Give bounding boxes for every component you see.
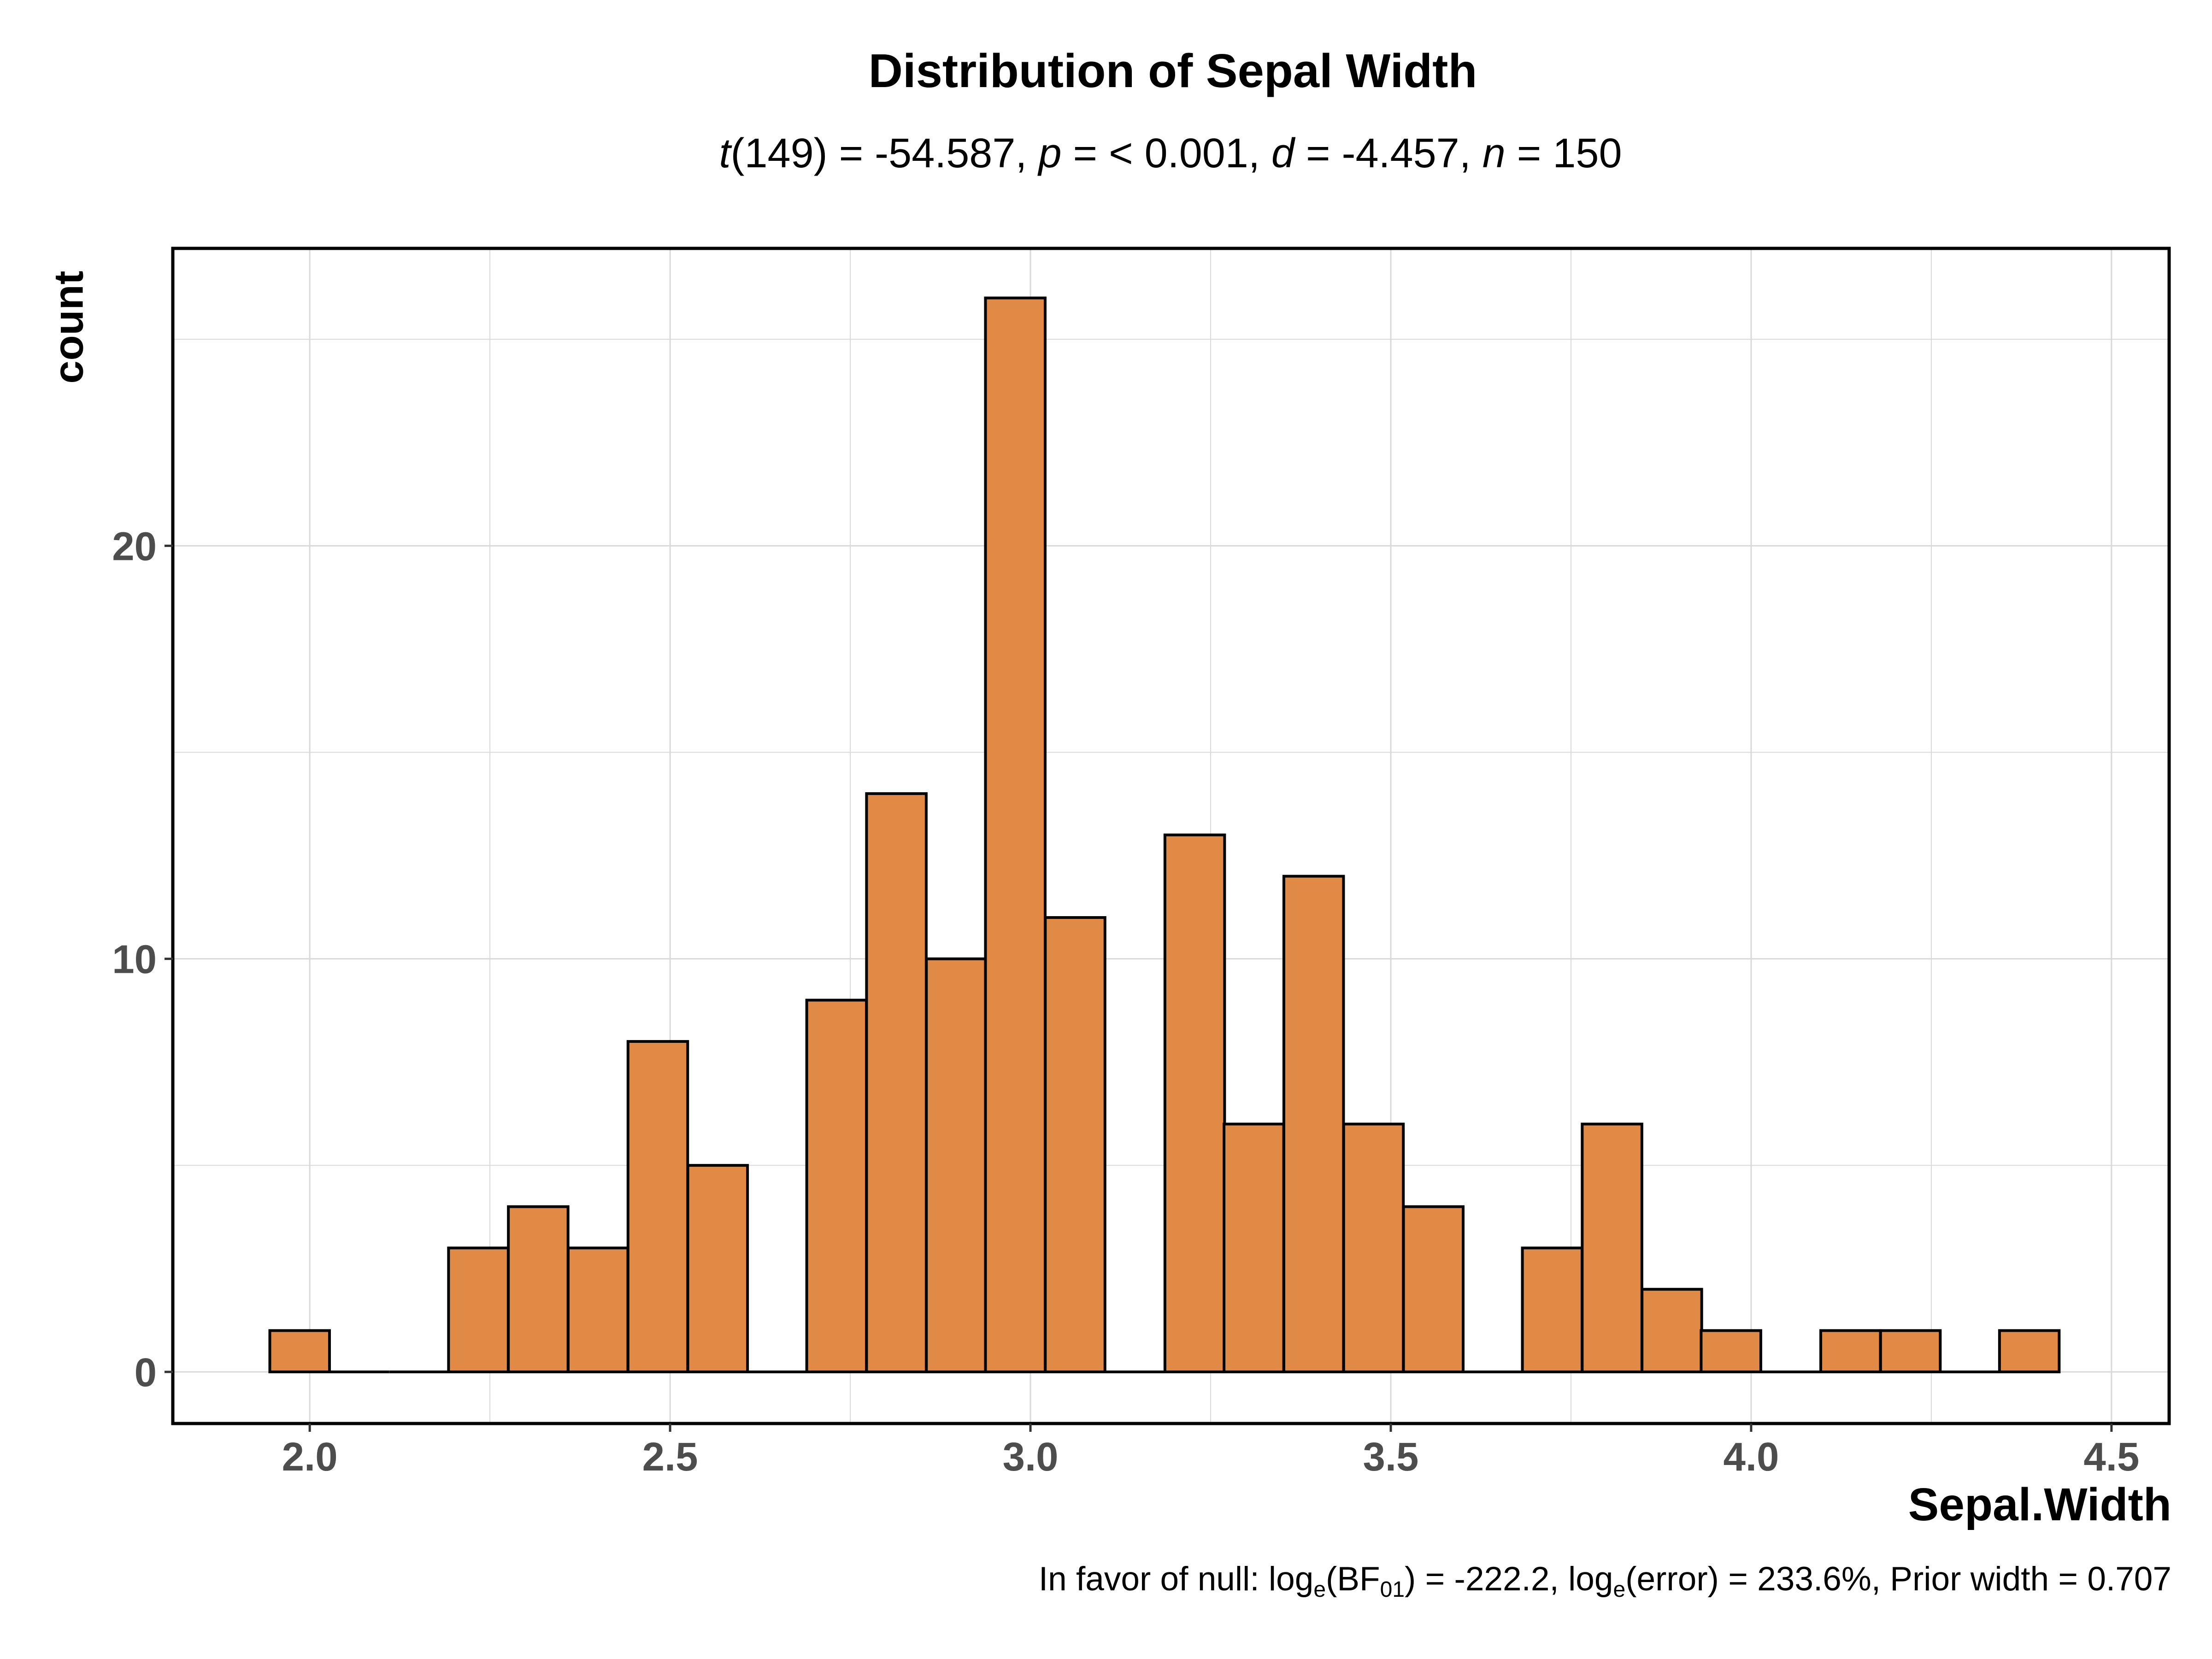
histogram-bar xyxy=(1998,1329,2061,1373)
y-tick-label: 0 xyxy=(135,1350,157,1395)
histogram-bar xyxy=(268,1329,331,1373)
subtitle-n-rest: = 150 xyxy=(1505,130,1622,176)
chart-caption: In favor of null: loge(BF01) = -222.2, l… xyxy=(1038,1560,2171,1601)
histogram-bar xyxy=(686,1164,749,1373)
caption-part-2: (BF xyxy=(1326,1560,1380,1598)
subtitle-t-rest: (149) = -54.587, xyxy=(730,130,1039,176)
x-tick-label: 2.0 xyxy=(282,1435,338,1479)
histogram-bar xyxy=(507,1205,570,1373)
histogram-bar xyxy=(1521,1247,1584,1373)
histogram-bar xyxy=(447,1247,510,1373)
histogram-bar xyxy=(1282,875,1345,1373)
histogram-bar xyxy=(1879,1329,1942,1373)
caption-part-4: (error) = 233.6%, Prior width = 0.707 xyxy=(1625,1560,2171,1598)
caption-sub-1: e xyxy=(1313,1577,1326,1602)
histogram-bar xyxy=(1223,1123,1285,1373)
y-tick-label: 10 xyxy=(112,937,157,982)
x-tick-label: 4.0 xyxy=(1723,1435,1779,1479)
caption-part-3: ) = -222.2, log xyxy=(1405,1560,1613,1598)
histogram-bar xyxy=(1044,916,1106,1373)
subtitle-d-rest: = -4.457, xyxy=(1294,130,1483,176)
chart-subtitle: t(149) = -54.587, p = < 0.001, d = -4.45… xyxy=(0,130,2212,177)
histogram-bar xyxy=(1402,1205,1465,1373)
histogram-bar xyxy=(805,999,868,1373)
subtitle-p-symbol: p xyxy=(1038,130,1062,176)
histogram-bar xyxy=(1819,1329,1882,1373)
histogram-bar xyxy=(865,792,928,1373)
histogram-bar xyxy=(925,957,988,1373)
plot-panel-border xyxy=(171,247,2171,1425)
histogram-bar xyxy=(1342,1123,1405,1373)
histogram-bar xyxy=(984,296,1047,1373)
axis-layer: 2.0 2.5 3.0 3.5 4.0 4.5 0 10 20 xyxy=(112,247,2171,1479)
x-tick-label: 4.5 xyxy=(2083,1435,2139,1479)
x-tick-label: 3.0 xyxy=(1003,1435,1059,1479)
x-tick-label: 2.5 xyxy=(642,1435,698,1479)
caption-sub-3: e xyxy=(1613,1577,1626,1602)
histogram-bar xyxy=(1700,1329,1762,1373)
x-axis-label: Sepal.Width xyxy=(1908,1479,2171,1530)
caption-part-1: In favor of null: log xyxy=(1038,1560,1314,1598)
histogram-bar xyxy=(1163,833,1226,1373)
caption-sub-2: 01 xyxy=(1380,1577,1405,1602)
histogram-bar xyxy=(566,1247,629,1373)
chart-title: Distribution of Sepal Width xyxy=(868,44,1477,97)
subtitle-n-symbol: n xyxy=(1482,130,1506,176)
histogram-bar xyxy=(1641,1288,1703,1373)
bar-layer xyxy=(268,296,2061,1373)
subtitle-t-symbol: t xyxy=(719,130,731,176)
histogram-bar xyxy=(1581,1123,1643,1373)
histogram-bar xyxy=(626,1040,689,1373)
y-tick-label: 20 xyxy=(112,524,157,569)
subtitle-p-rest: = < 0.001, xyxy=(1061,130,1271,176)
x-tick-label: 3.5 xyxy=(1363,1435,1419,1479)
subtitle-d-symbol: d xyxy=(1271,130,1294,176)
